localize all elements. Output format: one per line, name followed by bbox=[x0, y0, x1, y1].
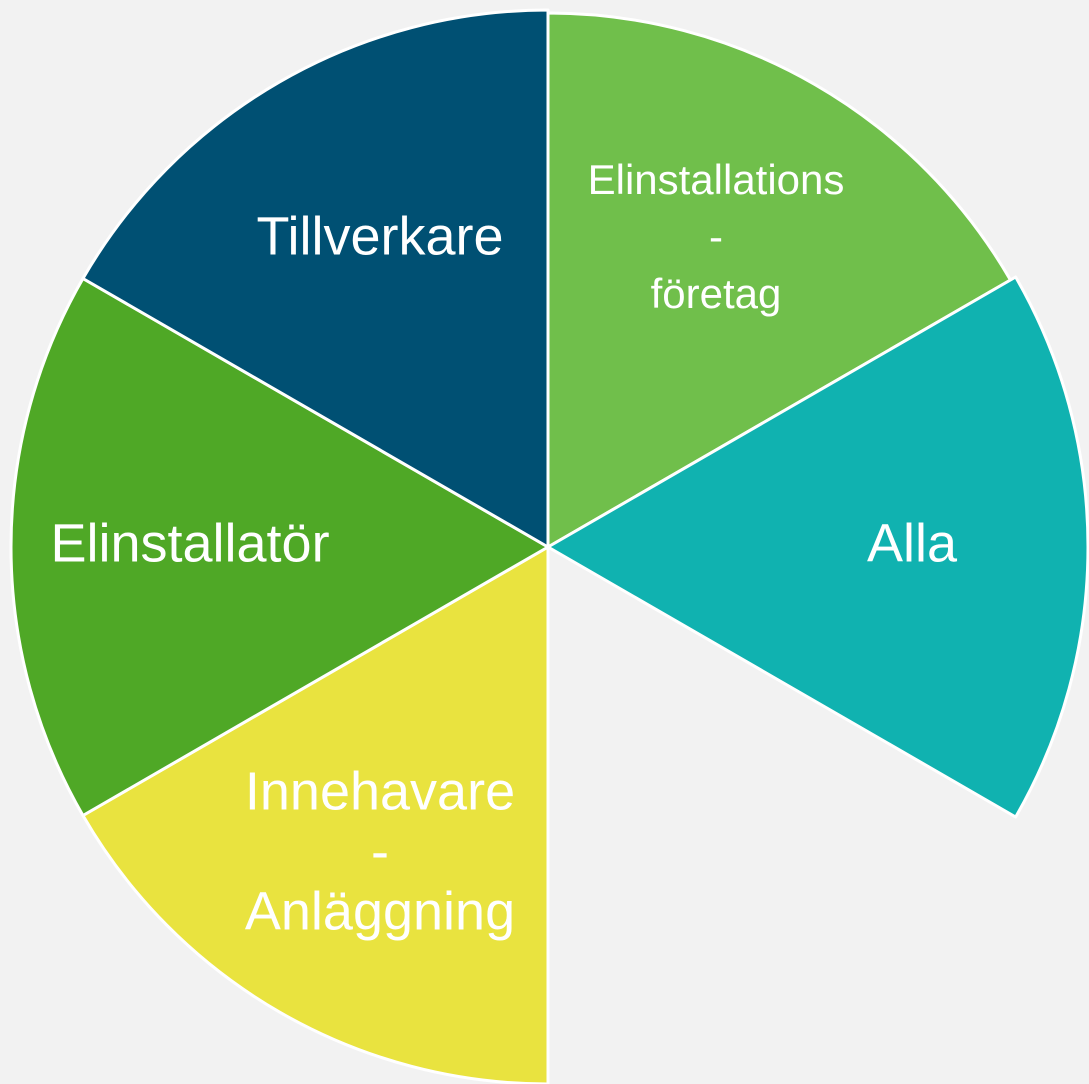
sector bbox=[546, 275, 1089, 819]
sector-label: - bbox=[371, 821, 389, 881]
sector-label: företag bbox=[651, 270, 782, 317]
sector-label: Innehavare bbox=[245, 761, 515, 821]
sector-label: Elinstallations bbox=[588, 156, 845, 203]
sector bbox=[546, 11, 1012, 549]
sector-label: Elinstallatör bbox=[50, 513, 329, 573]
sector bbox=[9, 277, 550, 817]
sector bbox=[81, 8, 550, 549]
sector-label: Alla bbox=[867, 513, 958, 573]
sector-label: Anläggning bbox=[245, 881, 515, 941]
sector bbox=[81, 545, 550, 1084]
sector-label: Tillverkare bbox=[256, 206, 503, 266]
sector-label: - bbox=[709, 213, 723, 260]
